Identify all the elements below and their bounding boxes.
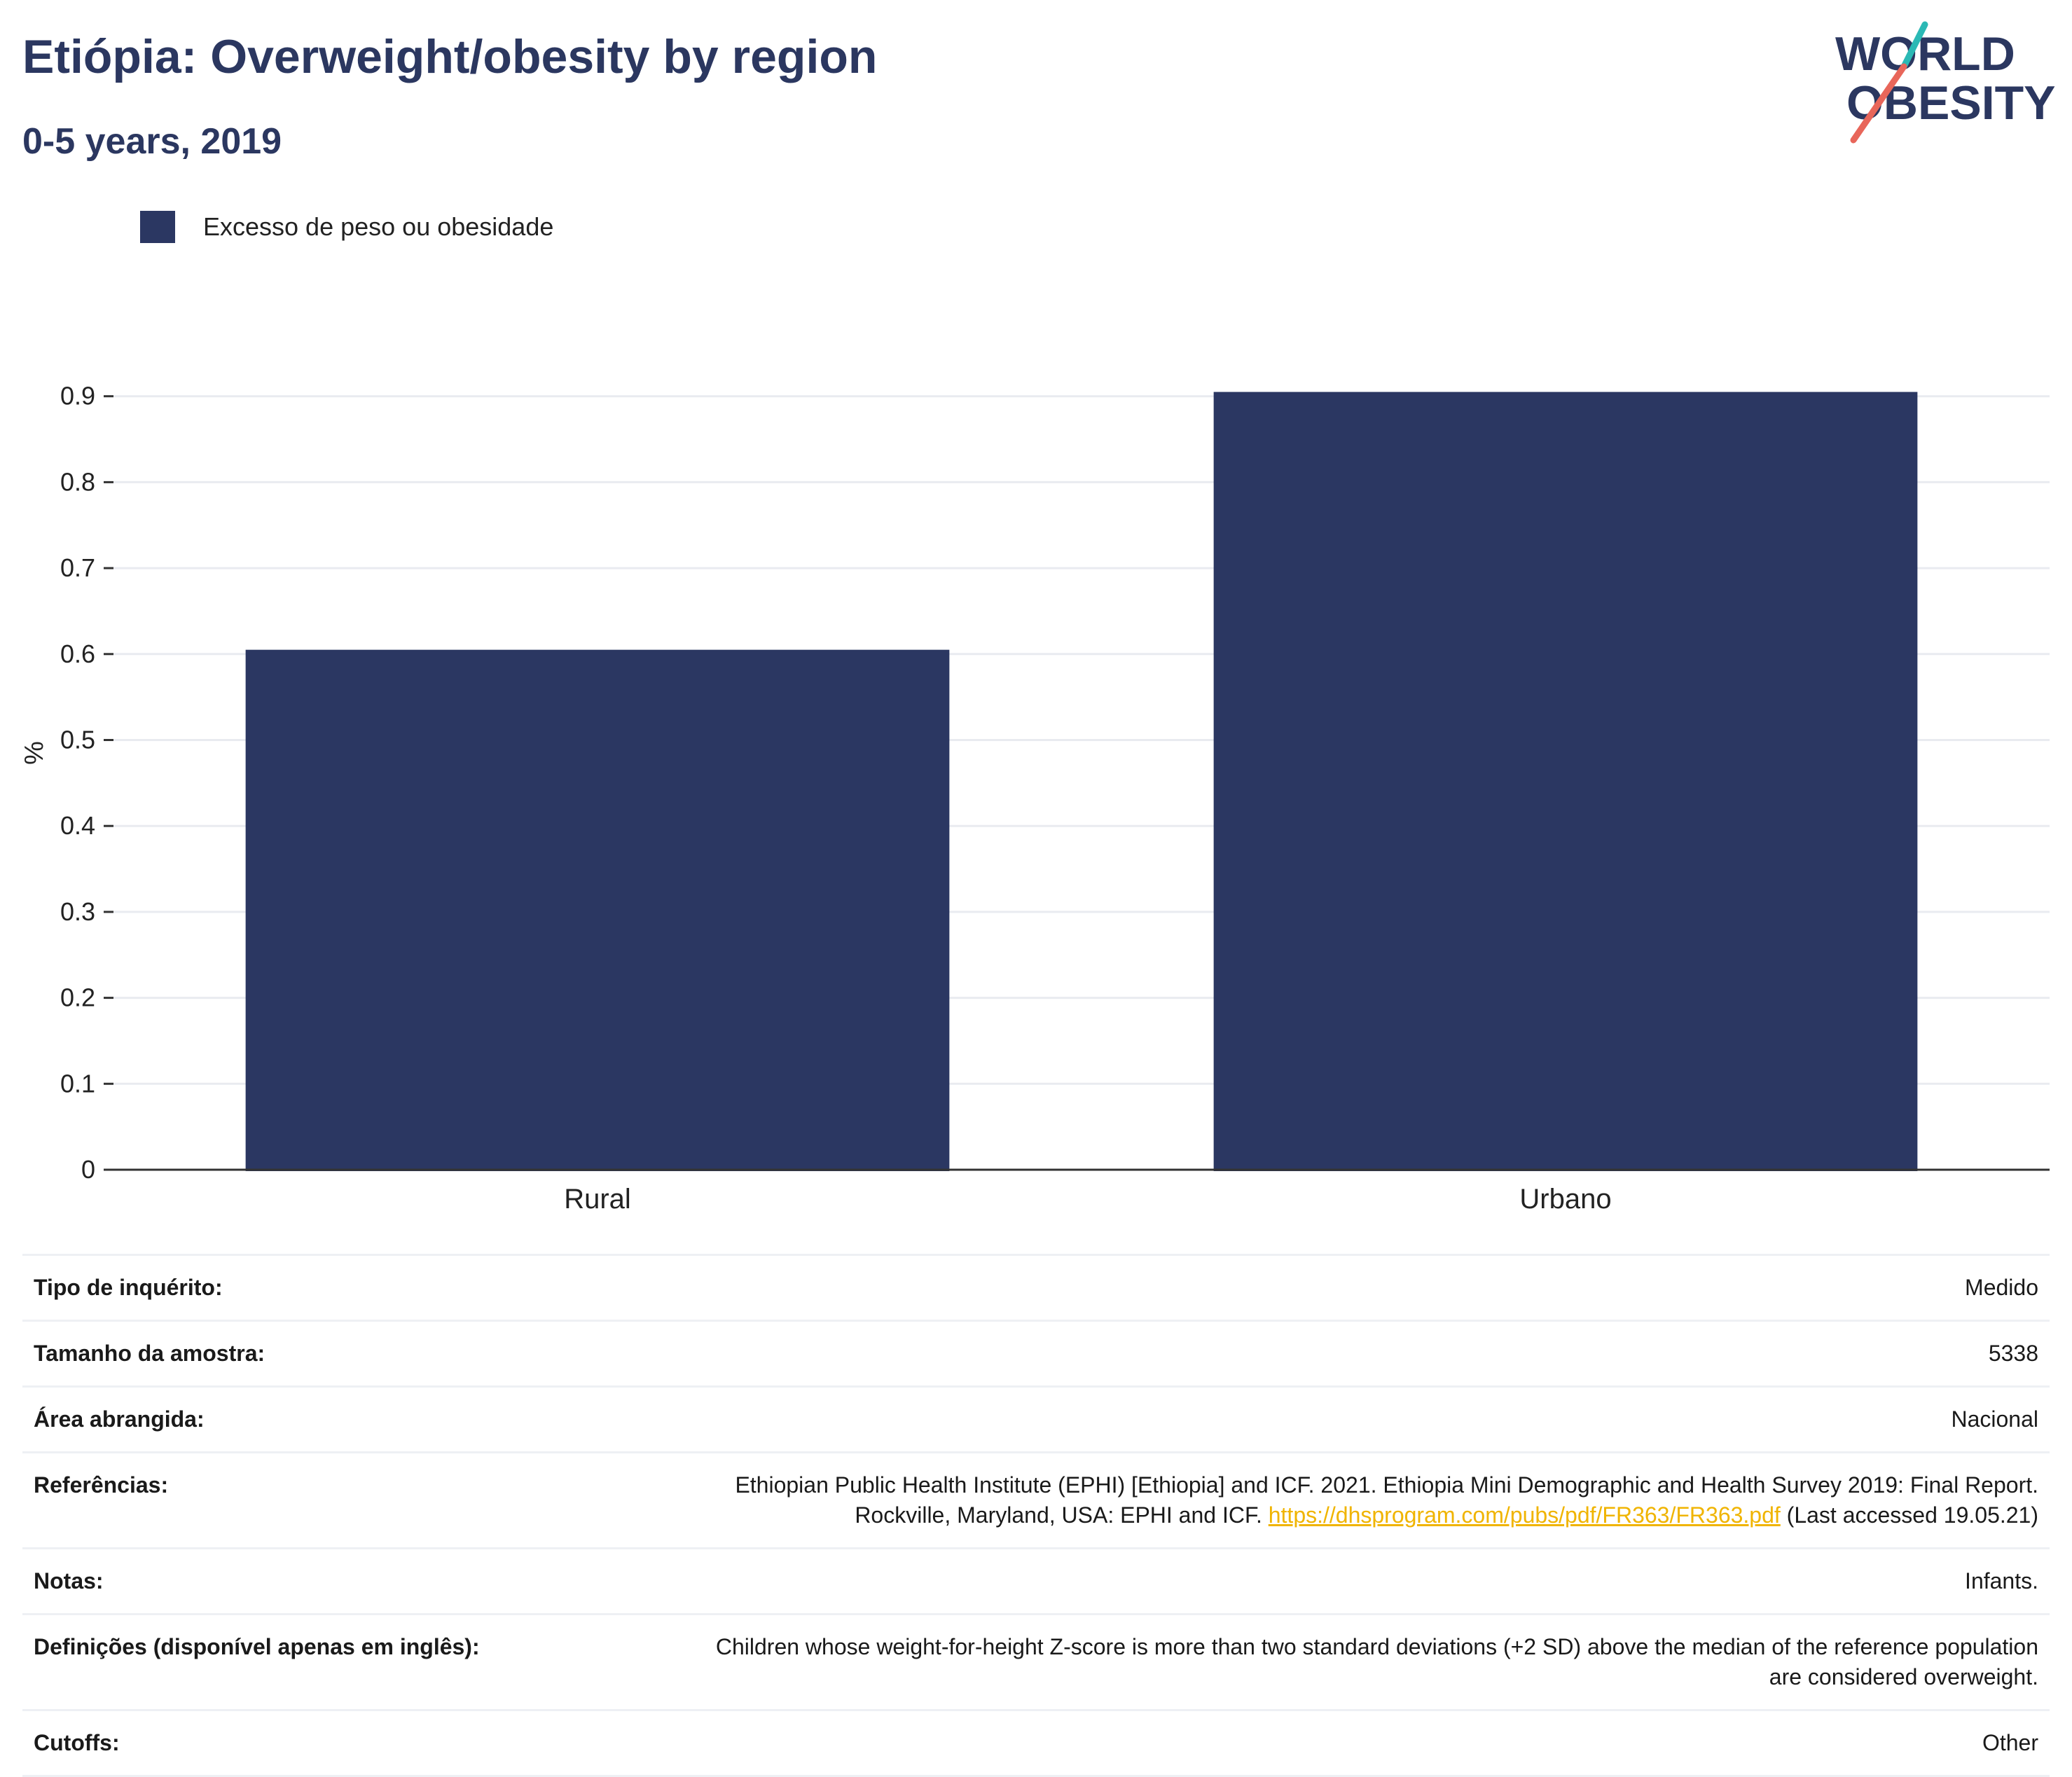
- meta-label: Referências:: [22, 1451, 577, 1549]
- metadata-table: Tipo de inquérito: Medido Tamanho da amo…: [22, 1254, 2050, 1777]
- meta-label: Cutoffs:: [22, 1709, 577, 1777]
- meta-value: Children whose weight-for-height Z-score…: [577, 1613, 2050, 1710]
- y-tick-labels: 0 0.1 0.2 0.3 0.4 0.5 0.6 0.7 0.8 0.9: [60, 382, 113, 1184]
- meta-row-sample-size: Tamanho da amostra: 5338: [22, 1320, 2050, 1387]
- meta-value: Nacional: [577, 1385, 2050, 1453]
- meta-row-cutoffs: Cutoffs: Other: [22, 1709, 2050, 1777]
- y-tick-label: 0.3: [60, 897, 95, 926]
- meta-label: Tamanho da amostra:: [22, 1320, 577, 1387]
- bar-rural: [245, 649, 950, 1171]
- bars: [245, 392, 1918, 1172]
- y-tick-label: 0.5: [60, 726, 95, 754]
- y-tick-label: 0.9: [60, 382, 95, 410]
- reference-suffix: (Last accessed 19.05.21): [1786, 1502, 2038, 1528]
- definition-line-1: Children whose weight-for-height Z-score…: [715, 1634, 2038, 1659]
- legend-label: Excesso de peso ou obesidade: [203, 212, 554, 241]
- logo-word-world: WORLD: [1835, 27, 2015, 81]
- x-tick-label: Rural: [564, 1184, 631, 1215]
- x-tick-label: Urbano: [1519, 1184, 1611, 1215]
- y-tick-label: 0.6: [60, 639, 95, 668]
- meta-label: Definições (disponível apenas em inglês)…: [22, 1613, 577, 1710]
- meta-row-references: Referências: Ethiopian Public Health Ins…: [22, 1451, 2050, 1549]
- logo-slash-teal: [1900, 21, 1928, 70]
- chart-subtitle: 0-5 years, 2019: [22, 121, 282, 162]
- meta-row-definitions: Definições (disponível apenas em inglês)…: [22, 1613, 2050, 1710]
- meta-value: 5338: [577, 1320, 2050, 1387]
- y-tick-label: 0.7: [60, 553, 95, 582]
- x-tick-labels: Rural Urbano: [564, 1184, 1611, 1215]
- world-obesity-logo: WORLD OBESITY: [1835, 21, 2056, 144]
- legend-swatch: [140, 211, 175, 243]
- reference-line-1: Ethiopian Public Health Institute (EPHI)…: [735, 1472, 2038, 1498]
- meta-value: Infants.: [577, 1547, 2050, 1614]
- meta-row-area: Área abrangida: Nacional: [22, 1385, 2050, 1453]
- y-axis-label: %: [20, 741, 49, 765]
- definition-line-2: are considered overweight.: [1769, 1664, 2038, 1689]
- meta-label: Notas:: [22, 1547, 577, 1614]
- meta-row-survey-type: Tipo de inquérito: Medido: [22, 1254, 2050, 1321]
- y-tick-label: 0: [81, 1155, 95, 1184]
- bar-chart: 0 0.1 0.2 0.3 0.4 0.5 0.6 0.7 0.8 0.9 Rural Urbano: [60, 382, 2050, 1215]
- meta-value: Ethiopian Public Health Institute (EPHI)…: [577, 1451, 2050, 1549]
- meta-value: Other: [577, 1709, 2050, 1777]
- reference-link[interactable]: https://dhsprogram.com/pubs/pdf/FR363/FR…: [1268, 1502, 1781, 1528]
- meta-value: Medido: [577, 1254, 2050, 1321]
- y-tick-label: 0.4: [60, 811, 95, 840]
- y-tick-label: 0.1: [60, 1069, 95, 1098]
- y-tick-label: 0.8: [60, 467, 95, 496]
- legend[interactable]: Excesso de peso ou obesidade: [140, 207, 553, 247]
- chart-title: Etiópia: Overweight/obesity by region: [22, 30, 878, 83]
- logo-slash-red: [1850, 63, 1907, 144]
- meta-label: Área abrangida:: [22, 1385, 577, 1453]
- meta-label: Tipo de inquérito:: [22, 1254, 577, 1321]
- meta-row-notes: Notas: Infants.: [22, 1547, 2050, 1614]
- bar-urbano: [1213, 392, 1918, 1172]
- reference-line-2: Rockville, Maryland, USA: EPHI and ICF.: [855, 1502, 1262, 1528]
- y-tick-label: 0.2: [60, 983, 95, 1012]
